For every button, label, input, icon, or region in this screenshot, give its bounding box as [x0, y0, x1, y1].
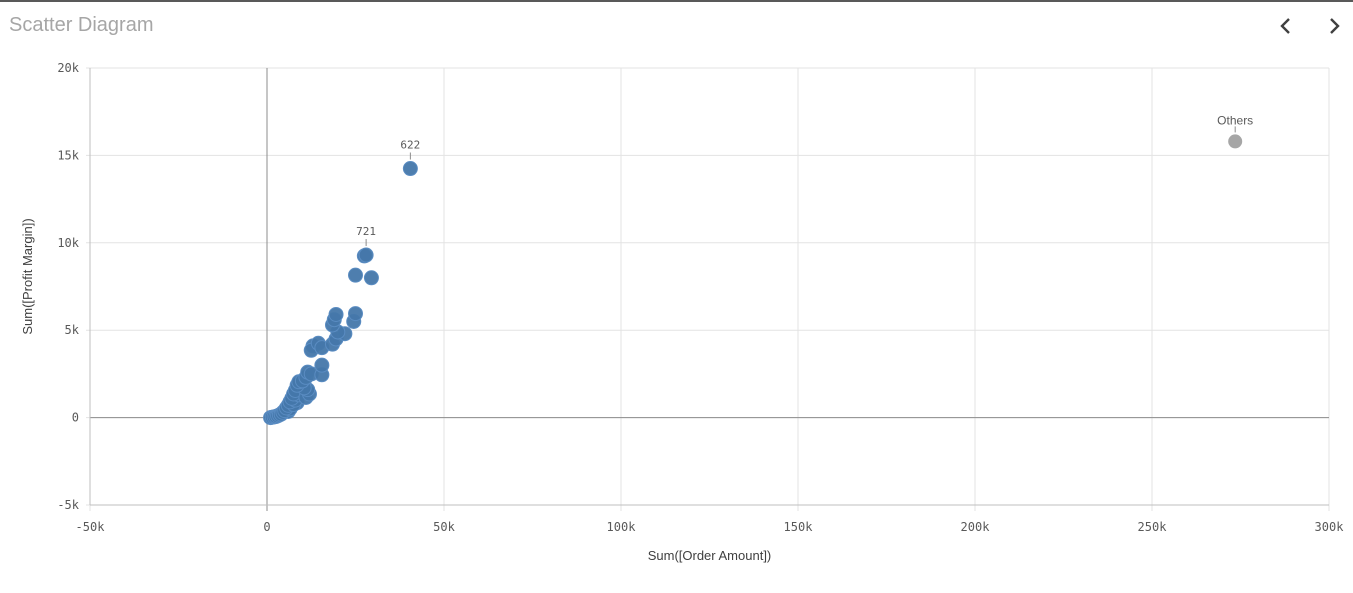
- chart-title: Scatter Diagram: [9, 14, 154, 36]
- x-tick-label: 0: [263, 520, 270, 534]
- x-tick-label: 300k: [1315, 520, 1345, 534]
- top-border: [0, 0, 1353, 2]
- y-axis-title: Sum([Profit Margin]): [20, 218, 35, 334]
- point-label: 721: [356, 225, 376, 238]
- data-point: [402, 161, 418, 177]
- data-point: [314, 357, 330, 373]
- data-point: [358, 247, 374, 263]
- data-point: [363, 270, 379, 286]
- x-tick-label: -50k: [76, 520, 106, 534]
- y-tick-label: -5k: [57, 498, 79, 512]
- y-tick-label: 20k: [57, 61, 79, 75]
- x-axis-title: Sum([Order Amount]): [648, 548, 772, 563]
- previous-chart-button[interactable]: [1272, 12, 1300, 40]
- x-tick-label: 150k: [784, 520, 814, 534]
- chevron-right-icon: [1330, 18, 1340, 34]
- chevron-left-icon: [1280, 18, 1290, 34]
- data-point: [328, 306, 344, 322]
- x-tick-label: 200k: [961, 520, 991, 534]
- data-point: [348, 267, 363, 283]
- y-tick-label: 5k: [65, 323, 80, 337]
- y-tick-label: 15k: [57, 148, 79, 162]
- data-point: [348, 306, 363, 322]
- point-label: 622: [400, 139, 420, 152]
- x-tick-label: 50k: [433, 520, 455, 534]
- y-tick-label: 10k: [57, 236, 79, 250]
- others-data-point: [1228, 134, 1243, 149]
- next-chart-button[interactable]: [1320, 12, 1348, 40]
- y-tick-label: 0: [72, 411, 79, 425]
- x-tick-label: 250k: [1138, 520, 1168, 534]
- x-tick-label: 100k: [607, 520, 637, 534]
- others-point-label: Others: [1217, 113, 1253, 127]
